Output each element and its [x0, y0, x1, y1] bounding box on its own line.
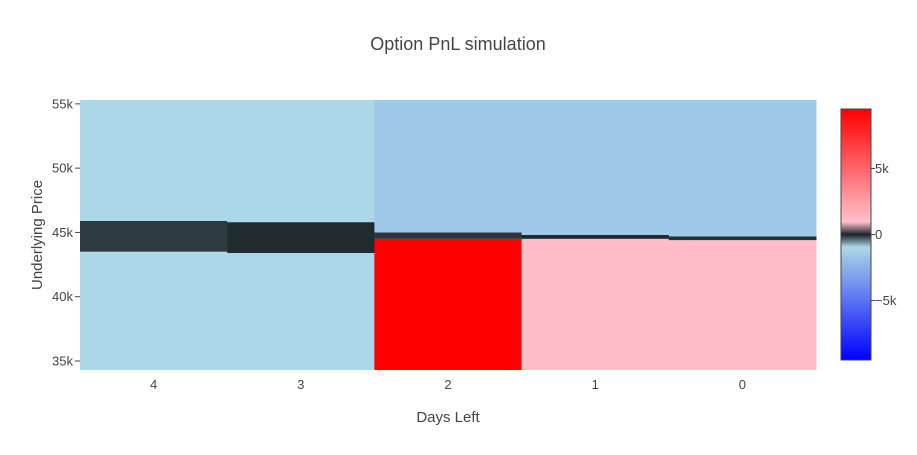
heatmap-cell-day-0-band-1 — [668, 236, 817, 241]
x-tick-label: 1 — [592, 377, 599, 392]
y-axis: 35k 40k 45k 50k 55k — [52, 96, 80, 369]
colorbar-tick-label: 5k — [875, 161, 889, 176]
chart-title: Option PnL simulation — [370, 34, 545, 54]
heatmap-cell-day-3-band-2 — [227, 100, 375, 223]
heatmap-cell-day-4-band-1 — [80, 220, 228, 252]
heatmap-cell-day-2-band-0 — [374, 238, 523, 370]
heatmap-cell-day-1-band-0 — [521, 238, 670, 370]
heatmap-cell-day-4-band-0 — [80, 251, 228, 370]
heatmap-cell-day-4-band-2 — [80, 100, 228, 221]
heatmap-cell-day-2-band-2 — [374, 100, 523, 233]
heatmap-cell-day-3-band-0 — [227, 253, 375, 370]
x-axis: 4 3 2 1 0 — [150, 377, 746, 392]
colorbar-tick-label: 0 — [875, 227, 882, 242]
heatmap-cell-day-1-band-1 — [521, 235, 670, 239]
x-tick-label: 3 — [297, 377, 304, 392]
heatmap-cell-day-0-band-2 — [668, 100, 817, 237]
x-axis-title: Days Left — [416, 409, 480, 426]
y-tick-label: 40k — [52, 289, 73, 304]
x-tick-label: 0 — [739, 377, 746, 392]
heatmap-cell-day-2-band-1 — [374, 232, 523, 239]
y-axis-title: Underlying Price — [29, 180, 46, 290]
x-tick-label: 4 — [150, 377, 157, 392]
y-tick-label: 45k — [52, 225, 73, 240]
x-tick-label: 2 — [444, 377, 451, 392]
heatmap-cell-day-0-band-0 — [668, 240, 817, 370]
y-tick-label: 35k — [52, 354, 73, 369]
colorbar-gradient — [840, 108, 872, 361]
y-tick-label: 50k — [52, 161, 73, 176]
colorbar: 5k 0 −5k — [840, 108, 897, 361]
plot-area — [80, 100, 817, 370]
y-tick-label: 55k — [52, 96, 73, 111]
colorbar-tick-label: −5k — [875, 293, 897, 308]
heatmap-cell-day-1-band-2 — [521, 100, 670, 235]
heatmap-cell-day-3-band-1 — [227, 222, 375, 253]
